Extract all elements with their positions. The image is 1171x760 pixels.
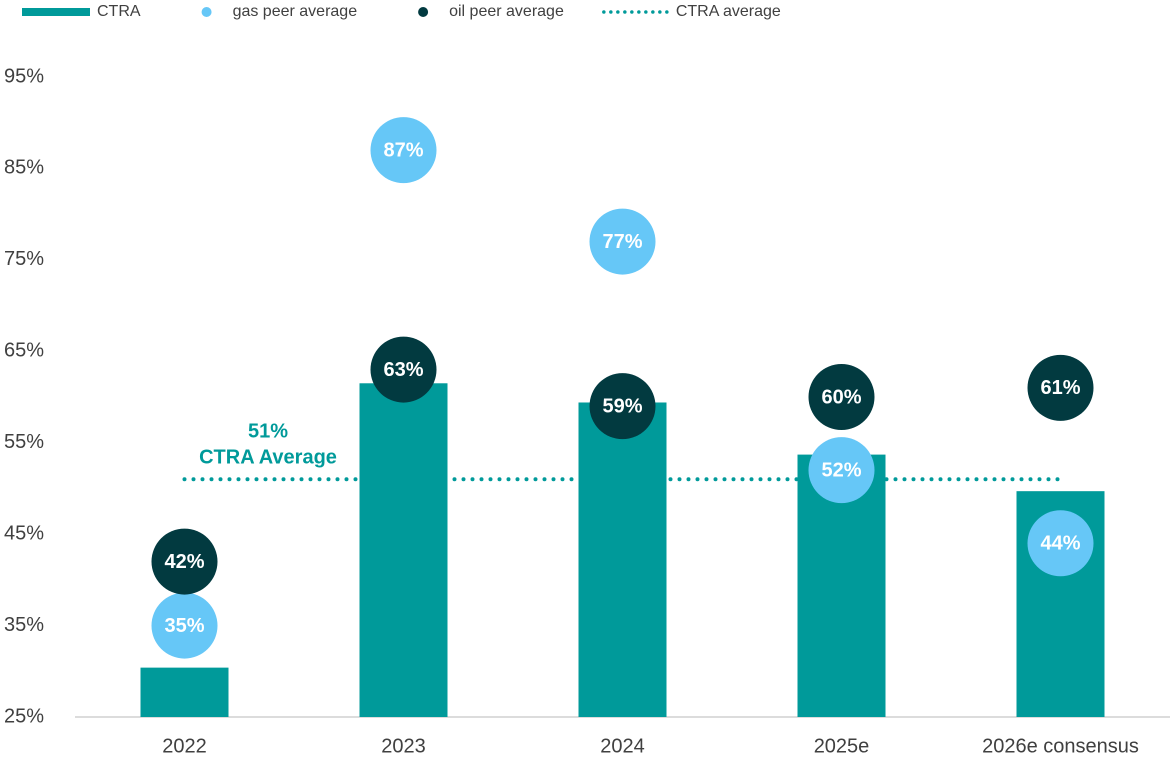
y-tick-label: 55%: [4, 431, 44, 453]
legend-label: gas peer average: [233, 3, 358, 20]
data-label: 35%: [164, 615, 204, 637]
y-tick-label: 65%: [4, 340, 44, 362]
x-tick-label: 2023: [381, 735, 426, 757]
data-label: 52%: [821, 459, 861, 481]
data-label: 44%: [1040, 533, 1080, 555]
legend-swatch: [201, 7, 212, 17]
dot: [1027, 510, 1094, 577]
dot: [370, 117, 437, 184]
dot: [589, 373, 656, 440]
bar: [140, 667, 229, 717]
bar: [359, 383, 448, 717]
data-label: 77%: [602, 231, 642, 253]
y-tick-label: 25%: [4, 705, 44, 727]
data-label: 87%: [383, 139, 423, 161]
x-tick-label: 2025e: [814, 735, 870, 757]
legend-label: oil peer average: [449, 3, 564, 20]
legend-swatch: [22, 8, 90, 16]
dot: [151, 528, 218, 595]
data-label: 61%: [1040, 377, 1080, 399]
data-label: 60%: [821, 386, 861, 408]
average-annotation: CTRA Average: [199, 447, 337, 469]
dot: [808, 364, 875, 430]
dot: [151, 592, 218, 659]
x-tick-label: 2026e consensus: [982, 735, 1139, 757]
y-tick-label: 95%: [4, 65, 44, 87]
data-label: 59%: [602, 395, 642, 417]
average-value-label: 51%: [248, 421, 288, 443]
y-tick-label: 85%: [4, 157, 44, 179]
legend-label: CTRA average: [676, 3, 781, 20]
dot: [808, 437, 875, 504]
data-label: 63%: [383, 359, 423, 381]
x-tick-label: 2024: [600, 735, 645, 757]
bar: [578, 402, 667, 717]
y-tick-label: 75%: [4, 248, 44, 270]
y-tick-label: 45%: [4, 522, 44, 544]
legend-label: CTRA: [97, 3, 141, 20]
dot: [370, 336, 437, 403]
legend-swatch: [418, 7, 429, 17]
dot: [1027, 354, 1094, 421]
y-tick-label: 35%: [4, 614, 44, 636]
data-label: 42%: [164, 551, 204, 573]
dot: [589, 208, 656, 275]
x-tick-label: 2022: [162, 735, 207, 757]
